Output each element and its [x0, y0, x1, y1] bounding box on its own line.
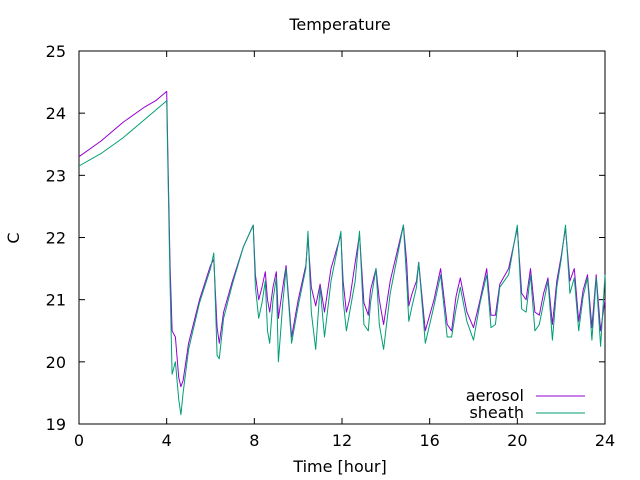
y-tick-label: 19 — [46, 415, 66, 434]
series-line-sheath — [78, 100, 606, 416]
series-layer — [78, 90, 606, 416]
legend-label-sheath: sheath — [469, 403, 524, 422]
plot-frame — [78, 50, 606, 425]
x-tick-label: 20 — [507, 431, 527, 450]
y-tick-label: 21 — [46, 291, 66, 310]
y-axis-label: C — [4, 232, 23, 243]
y-tick-label: 25 — [46, 42, 66, 61]
y-tick-label: 23 — [46, 166, 66, 185]
chart-title: Temperature — [288, 15, 390, 34]
x-tick-label: 12 — [332, 431, 352, 450]
x-tick-label: 8 — [249, 431, 259, 450]
y-tick-label: 20 — [46, 353, 66, 372]
plot-axes: 0 4 8 12 16 20 24 19 20 21 22 23 24 25 — [46, 42, 616, 450]
legend-label-aerosol: aerosol — [466, 386, 524, 405]
x-tick-label: 24 — [595, 431, 615, 450]
y-tick-label: 24 — [46, 104, 66, 123]
x-tick-label: 0 — [74, 431, 84, 450]
x-tick-label: 16 — [419, 431, 439, 450]
series-line-aerosol — [78, 90, 606, 388]
y-tick-label: 22 — [46, 229, 66, 248]
x-axis-label: Time [hour] — [292, 457, 386, 476]
x-tick-label: 4 — [162, 431, 172, 450]
